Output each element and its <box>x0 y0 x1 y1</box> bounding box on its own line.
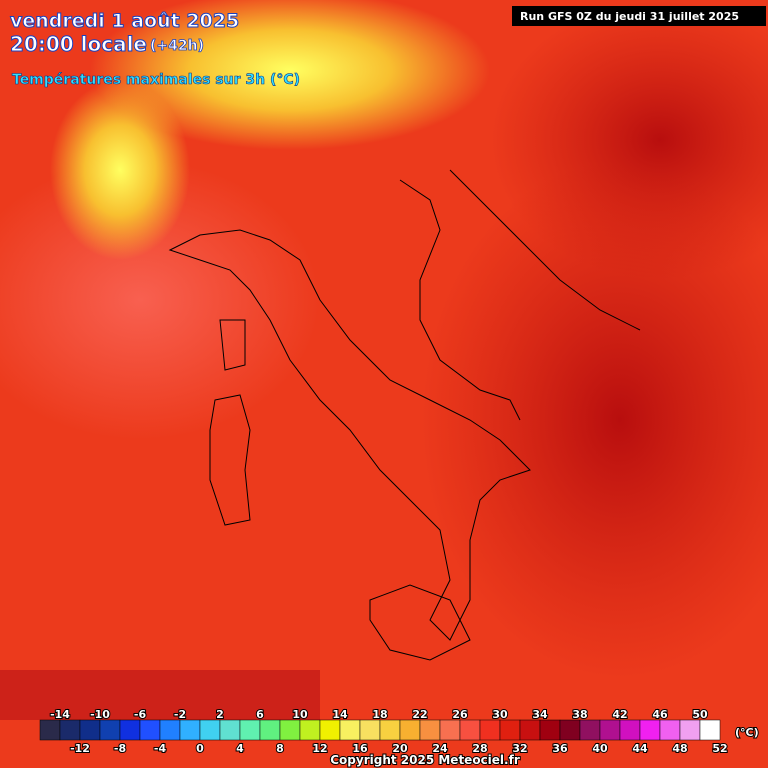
color-swatch <box>279 719 301 741</box>
color-swatch <box>539 719 561 741</box>
scale-label: 8 <box>276 742 284 755</box>
cool-zone <box>50 80 190 260</box>
color-swatch <box>199 719 221 741</box>
scale-label: 0 <box>196 742 204 755</box>
scale-label: -4 <box>154 742 167 755</box>
scale-label: 18 <box>372 708 387 721</box>
color-swatch <box>159 719 181 741</box>
cool-zone <box>90 0 490 150</box>
color-swatch <box>639 719 661 741</box>
color-swatch <box>39 719 61 741</box>
coastline <box>168 169 641 661</box>
color-swatch <box>99 719 121 741</box>
color-swatch <box>499 719 521 741</box>
color-swatch <box>439 719 461 741</box>
scale-label: 34 <box>532 708 548 721</box>
color-swatch <box>299 719 321 741</box>
color-swatch <box>659 719 681 741</box>
color-swatch <box>319 719 341 741</box>
scale-label: 26 <box>452 708 468 721</box>
color-scale: -14 -10 -6 -2 2 6 10 14 18 22 26 30 34 38 42 46 50-12 -8-… <box>39 707 729 756</box>
color-swatch <box>359 719 381 741</box>
color-swatch <box>479 719 501 741</box>
hot-zone <box>0 670 320 720</box>
scale-label: 42 <box>612 708 627 721</box>
scale-label: 4 <box>236 742 244 755</box>
scale-label: 2 <box>216 708 224 721</box>
scale-label: 14 <box>332 708 348 721</box>
color-swatch <box>239 719 261 741</box>
scale-label: -10 <box>90 708 110 721</box>
color-swatch <box>559 719 581 741</box>
scale-label: -12 <box>70 742 90 755</box>
lead: (+42h) <box>150 38 204 54</box>
color-swatch <box>579 719 601 741</box>
color-swatch <box>399 719 421 741</box>
scale-label: 24 <box>432 742 448 755</box>
time: 20:00 locale <box>10 32 147 56</box>
scale-label: 32 <box>512 742 527 755</box>
scale-label: 48 <box>672 742 687 755</box>
color-swatch <box>139 719 161 741</box>
color-swatch <box>379 719 401 741</box>
scale-label: 52 <box>712 742 727 755</box>
color-swatch <box>79 719 101 741</box>
scale-label: -2 <box>174 708 186 721</box>
color-swatch <box>519 719 541 741</box>
scale-label: 16 <box>352 742 368 755</box>
scale-label: 46 <box>652 708 668 721</box>
run-box <box>512 6 766 26</box>
color-swatch <box>259 719 281 741</box>
date: vendredi 1 août 2025 <box>10 10 239 32</box>
color-swatch <box>679 719 701 741</box>
scale-label: 50 <box>692 708 708 721</box>
color-swatch <box>119 719 141 741</box>
unit: (°C) <box>735 726 759 739</box>
scale-label: 30 <box>492 708 508 721</box>
hot-zone <box>420 160 768 680</box>
color-swatch <box>59 719 81 741</box>
color-swatch <box>179 719 201 741</box>
subtitle: Températures maximales sur 3h (°C) <box>12 72 300 88</box>
scale-label: 22 <box>412 708 427 721</box>
scale-label: 6 <box>256 708 264 721</box>
scale-label: 20 <box>392 742 408 755</box>
color-swatch <box>699 719 721 741</box>
scale-label: 12 <box>312 742 327 755</box>
color-swatch <box>459 719 481 741</box>
color-swatch <box>219 719 241 741</box>
scale-label: 10 <box>292 708 308 721</box>
color-swatch <box>339 719 361 741</box>
scale-label: -6 <box>134 708 147 721</box>
scale-label: 28 <box>472 742 487 755</box>
color-swatch <box>419 719 441 741</box>
scale-label: 36 <box>552 742 568 755</box>
copyright: Copyright 2025 Meteociel.fr <box>330 753 520 767</box>
color-swatch <box>619 719 641 741</box>
color-swatch <box>599 719 621 741</box>
scale-label: 40 <box>592 742 608 755</box>
scale-label: 44 <box>632 742 648 755</box>
scale-label: 38 <box>572 708 587 721</box>
run-info: Run GFS 0Z du jeudi 31 juillet 2025 <box>520 10 739 23</box>
scale-label: -8 <box>114 742 126 755</box>
scale-label: -14 <box>50 708 70 721</box>
